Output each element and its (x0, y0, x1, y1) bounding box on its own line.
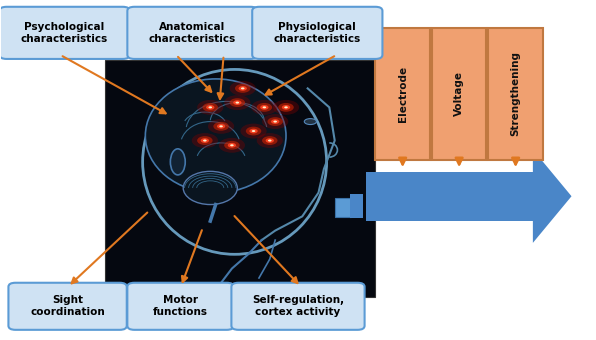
Circle shape (260, 105, 269, 110)
Circle shape (219, 138, 245, 153)
FancyBboxPatch shape (252, 7, 383, 59)
FancyBboxPatch shape (128, 7, 257, 59)
Circle shape (192, 133, 218, 148)
Ellipse shape (305, 119, 316, 124)
Circle shape (201, 138, 209, 143)
FancyBboxPatch shape (8, 283, 127, 330)
FancyBboxPatch shape (231, 283, 365, 330)
Text: Anatomical
characteristics: Anatomical characteristics (149, 22, 236, 44)
Text: Self-regulation,
cortex activity: Self-regulation, cortex activity (252, 295, 344, 317)
Text: Voltage: Voltage (454, 71, 464, 116)
Circle shape (241, 87, 244, 89)
Circle shape (268, 117, 283, 126)
Text: Psychological
characteristics: Psychological characteristics (21, 22, 108, 44)
Circle shape (238, 86, 247, 91)
Circle shape (240, 124, 266, 138)
Circle shape (229, 98, 245, 107)
Ellipse shape (145, 79, 286, 193)
Text: Strengthening: Strengthening (511, 51, 521, 136)
Circle shape (284, 106, 288, 108)
FancyBboxPatch shape (432, 28, 486, 160)
FancyBboxPatch shape (0, 7, 130, 59)
Circle shape (246, 127, 261, 135)
Circle shape (257, 133, 283, 148)
Circle shape (217, 124, 225, 129)
Circle shape (197, 100, 224, 115)
Circle shape (262, 136, 278, 145)
Circle shape (235, 84, 250, 93)
Circle shape (262, 114, 288, 129)
Circle shape (203, 103, 218, 112)
Circle shape (206, 105, 215, 110)
Circle shape (197, 136, 213, 145)
Circle shape (233, 100, 241, 105)
Circle shape (271, 119, 280, 124)
Ellipse shape (183, 171, 237, 205)
Circle shape (213, 122, 229, 131)
Circle shape (252, 130, 255, 132)
Circle shape (252, 100, 278, 115)
Circle shape (229, 81, 256, 96)
Circle shape (273, 100, 299, 115)
Circle shape (219, 125, 223, 128)
FancyBboxPatch shape (350, 194, 363, 218)
Circle shape (235, 102, 239, 104)
Circle shape (257, 103, 272, 112)
Circle shape (224, 141, 240, 150)
FancyBboxPatch shape (488, 28, 543, 160)
Text: Sight
coordination: Sight coordination (30, 295, 105, 317)
Circle shape (268, 139, 272, 141)
FancyBboxPatch shape (367, 172, 533, 221)
FancyBboxPatch shape (128, 283, 234, 330)
Circle shape (266, 138, 274, 143)
Circle shape (249, 129, 257, 133)
Circle shape (224, 95, 250, 110)
FancyBboxPatch shape (336, 198, 351, 217)
Text: Physiological
characteristics: Physiological characteristics (274, 22, 361, 44)
Circle shape (274, 121, 277, 123)
Ellipse shape (170, 149, 185, 175)
Text: Motor
functions: Motor functions (153, 295, 208, 317)
Circle shape (228, 143, 236, 148)
Circle shape (263, 106, 266, 108)
FancyBboxPatch shape (105, 60, 375, 297)
Circle shape (230, 144, 234, 146)
Circle shape (203, 139, 207, 141)
FancyBboxPatch shape (375, 28, 430, 160)
Polygon shape (533, 150, 572, 243)
Circle shape (208, 119, 234, 134)
Circle shape (209, 106, 212, 108)
Circle shape (278, 103, 294, 112)
Circle shape (282, 105, 290, 110)
Text: Electrode: Electrode (398, 66, 408, 122)
